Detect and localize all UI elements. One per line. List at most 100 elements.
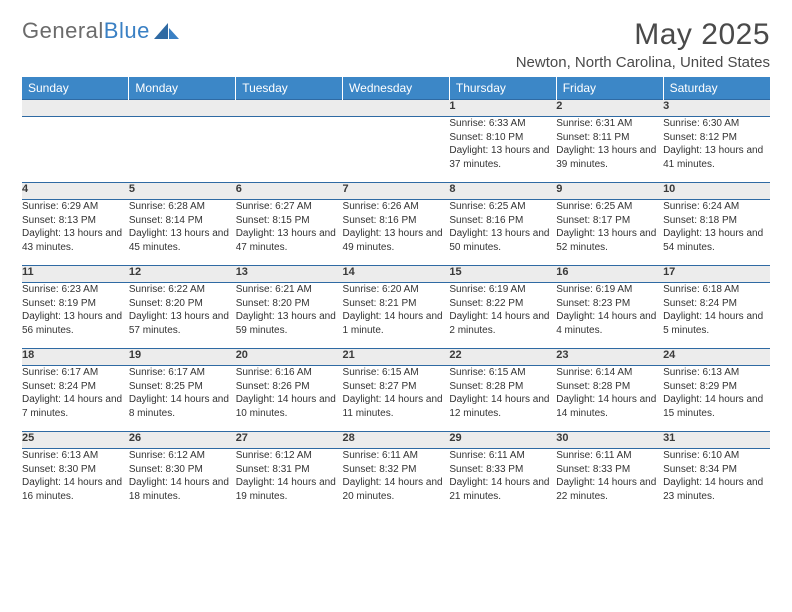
daylight-text: Daylight: 13 hours and 41 minutes.	[663, 144, 770, 171]
daylight-text: Daylight: 14 hours and 7 minutes.	[22, 393, 129, 420]
sunrise-text: Sunrise: 6:19 AM	[556, 283, 663, 297]
day-header-thursday: Thursday	[449, 77, 556, 100]
daylight-text: Daylight: 14 hours and 11 minutes.	[343, 393, 450, 420]
week-2-info-row: Sunrise: 6:29 AMSunset: 8:13 PMDaylight:…	[22, 200, 770, 266]
dayinfo-empty	[22, 117, 129, 183]
dayinfo-empty	[236, 117, 343, 183]
dayinfo-24: Sunrise: 6:13 AMSunset: 8:29 PMDaylight:…	[663, 366, 770, 432]
day-header-wednesday: Wednesday	[343, 77, 450, 100]
day-header-saturday: Saturday	[663, 77, 770, 100]
calendar-body: 123Sunrise: 6:33 AMSunset: 8:10 PMDaylig…	[22, 100, 770, 515]
sunrise-text: Sunrise: 6:21 AM	[236, 283, 343, 297]
brand-logo: GeneralBlue	[22, 18, 180, 44]
daynum-26: 26	[129, 432, 236, 449]
daylight-text: Daylight: 13 hours and 47 minutes.	[236, 227, 343, 254]
dayinfo-29: Sunrise: 6:11 AMSunset: 8:33 PMDaylight:…	[449, 449, 556, 515]
day-header-sunday: Sunday	[22, 77, 129, 100]
sunrise-text: Sunrise: 6:15 AM	[343, 366, 450, 380]
sunrise-text: Sunrise: 6:25 AM	[449, 200, 556, 214]
sunset-text: Sunset: 8:30 PM	[22, 463, 129, 477]
daylight-text: Daylight: 13 hours and 49 minutes.	[343, 227, 450, 254]
daynum-18: 18	[22, 349, 129, 366]
dayinfo-7: Sunrise: 6:26 AMSunset: 8:16 PMDaylight:…	[343, 200, 450, 266]
day-header-monday: Monday	[129, 77, 236, 100]
daylight-text: Daylight: 13 hours and 59 minutes.	[236, 310, 343, 337]
sunrise-text: Sunrise: 6:12 AM	[129, 449, 236, 463]
dayinfo-22: Sunrise: 6:15 AMSunset: 8:28 PMDaylight:…	[449, 366, 556, 432]
sunset-text: Sunset: 8:33 PM	[556, 463, 663, 477]
dayinfo-28: Sunrise: 6:11 AMSunset: 8:32 PMDaylight:…	[343, 449, 450, 515]
daynum-22: 22	[449, 349, 556, 366]
daynum-4: 4	[22, 183, 129, 200]
dayinfo-10: Sunrise: 6:24 AMSunset: 8:18 PMDaylight:…	[663, 200, 770, 266]
week-5-info-row: Sunrise: 6:13 AMSunset: 8:30 PMDaylight:…	[22, 449, 770, 515]
daylight-text: Daylight: 14 hours and 2 minutes.	[449, 310, 556, 337]
sunset-text: Sunset: 8:16 PM	[449, 214, 556, 228]
daynum-28: 28	[343, 432, 450, 449]
sunrise-text: Sunrise: 6:29 AM	[22, 200, 129, 214]
daylight-text: Daylight: 14 hours and 14 minutes.	[556, 393, 663, 420]
daylight-text: Daylight: 14 hours and 1 minute.	[343, 310, 450, 337]
header: GeneralBlue May 2025 Newton, North Carol…	[22, 18, 770, 71]
daynum-empty	[22, 100, 129, 117]
day-header-friday: Friday	[556, 77, 663, 100]
daynum-11: 11	[22, 266, 129, 283]
daylight-text: Daylight: 14 hours and 4 minutes.	[556, 310, 663, 337]
dayinfo-5: Sunrise: 6:28 AMSunset: 8:14 PMDaylight:…	[129, 200, 236, 266]
dayinfo-25: Sunrise: 6:13 AMSunset: 8:30 PMDaylight:…	[22, 449, 129, 515]
sunrise-text: Sunrise: 6:30 AM	[663, 117, 770, 131]
sunrise-text: Sunrise: 6:26 AM	[343, 200, 450, 214]
week-2-daynum-row: 45678910	[22, 183, 770, 200]
dayinfo-14: Sunrise: 6:20 AMSunset: 8:21 PMDaylight:…	[343, 283, 450, 349]
daynum-17: 17	[663, 266, 770, 283]
sunset-text: Sunset: 8:25 PM	[129, 380, 236, 394]
sunset-text: Sunset: 8:24 PM	[22, 380, 129, 394]
daynum-7: 7	[343, 183, 450, 200]
dayinfo-12: Sunrise: 6:22 AMSunset: 8:20 PMDaylight:…	[129, 283, 236, 349]
dayinfo-23: Sunrise: 6:14 AMSunset: 8:28 PMDaylight:…	[556, 366, 663, 432]
daylight-text: Daylight: 14 hours and 10 minutes.	[236, 393, 343, 420]
sunset-text: Sunset: 8:18 PM	[663, 214, 770, 228]
daylight-text: Daylight: 14 hours and 16 minutes.	[22, 476, 129, 503]
sunrise-text: Sunrise: 6:12 AM	[236, 449, 343, 463]
sunrise-text: Sunrise: 6:15 AM	[449, 366, 556, 380]
daynum-30: 30	[556, 432, 663, 449]
sunrise-text: Sunrise: 6:28 AM	[129, 200, 236, 214]
sunset-text: Sunset: 8:31 PM	[236, 463, 343, 477]
dayinfo-9: Sunrise: 6:25 AMSunset: 8:17 PMDaylight:…	[556, 200, 663, 266]
daylight-text: Daylight: 14 hours and 18 minutes.	[129, 476, 236, 503]
week-4-info-row: Sunrise: 6:17 AMSunset: 8:24 PMDaylight:…	[22, 366, 770, 432]
location-text: Newton, North Carolina, United States	[516, 54, 770, 71]
daylight-text: Daylight: 14 hours and 15 minutes.	[663, 393, 770, 420]
daynum-29: 29	[449, 432, 556, 449]
daynum-2: 2	[556, 100, 663, 117]
day-header-tuesday: Tuesday	[236, 77, 343, 100]
daylight-text: Daylight: 13 hours and 56 minutes.	[22, 310, 129, 337]
daynum-25: 25	[22, 432, 129, 449]
daylight-text: Daylight: 13 hours and 37 minutes.	[449, 144, 556, 171]
sunset-text: Sunset: 8:26 PM	[236, 380, 343, 394]
title-block: May 2025 Newton, North Carolina, United …	[516, 18, 770, 71]
daylight-text: Daylight: 13 hours and 45 minutes.	[129, 227, 236, 254]
sunrise-text: Sunrise: 6:31 AM	[556, 117, 663, 131]
sunrise-text: Sunrise: 6:16 AM	[236, 366, 343, 380]
sunrise-text: Sunrise: 6:33 AM	[449, 117, 556, 131]
sunset-text: Sunset: 8:28 PM	[449, 380, 556, 394]
daynum-empty	[236, 100, 343, 117]
sunset-text: Sunset: 8:29 PM	[663, 380, 770, 394]
daynum-23: 23	[556, 349, 663, 366]
sunrise-text: Sunrise: 6:19 AM	[449, 283, 556, 297]
sunrise-text: Sunrise: 6:22 AM	[129, 283, 236, 297]
dayinfo-30: Sunrise: 6:11 AMSunset: 8:33 PMDaylight:…	[556, 449, 663, 515]
daylight-text: Daylight: 14 hours and 12 minutes.	[449, 393, 556, 420]
daynum-3: 3	[663, 100, 770, 117]
brand-part1: General	[22, 18, 104, 44]
brand-part2: Blue	[104, 18, 150, 44]
week-4-daynum-row: 18192021222324	[22, 349, 770, 366]
dayinfo-13: Sunrise: 6:21 AMSunset: 8:20 PMDaylight:…	[236, 283, 343, 349]
week-1-info-row: Sunrise: 6:33 AMSunset: 8:10 PMDaylight:…	[22, 117, 770, 183]
daynum-empty	[129, 100, 236, 117]
daynum-10: 10	[663, 183, 770, 200]
daylight-text: Daylight: 13 hours and 52 minutes.	[556, 227, 663, 254]
brand-sail-icon	[154, 22, 180, 40]
